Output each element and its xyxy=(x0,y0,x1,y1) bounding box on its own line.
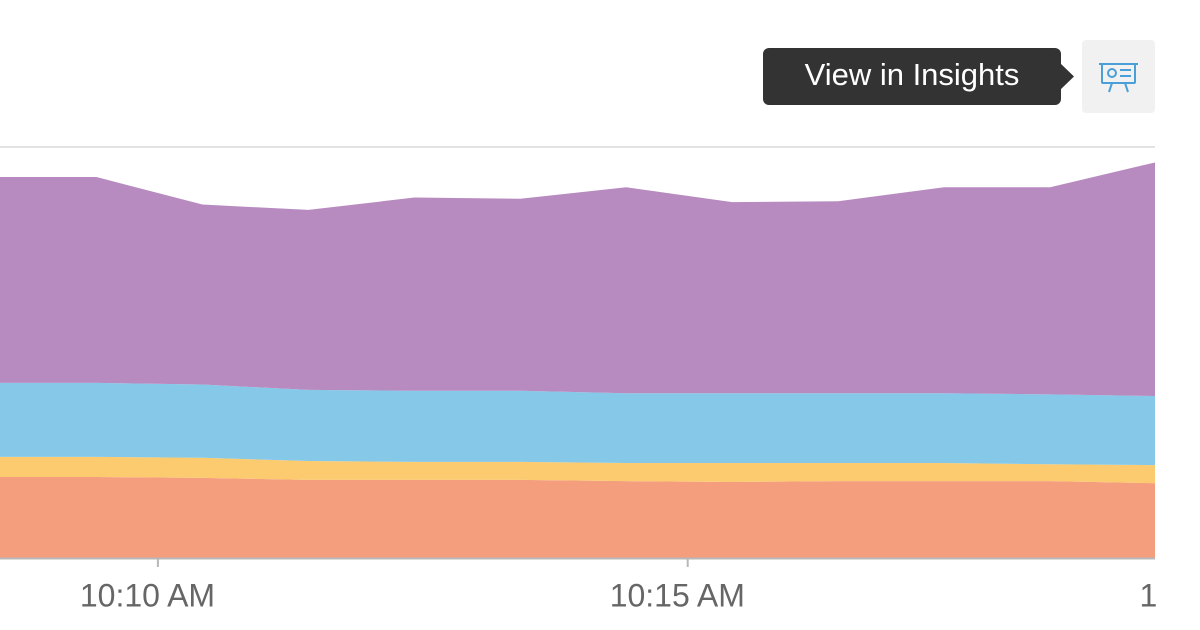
tooltip-arrow xyxy=(1060,63,1074,90)
areas xyxy=(0,162,1155,558)
area xyxy=(0,382,1155,466)
tooltip-text: View in Insights xyxy=(805,57,1020,92)
insights-button[interactable] xyxy=(1082,40,1155,113)
insights-icon xyxy=(1099,63,1138,93)
area xyxy=(0,456,1155,484)
x-tick-label: 10:15 AM xyxy=(610,577,745,613)
x-tick-label: 1 xyxy=(1140,577,1158,613)
tooltip: View in Insights xyxy=(763,48,1074,105)
tooltip-box xyxy=(763,48,1061,105)
area xyxy=(0,162,1155,397)
x-axis: 10:10 AM 10:15 AM 1 xyxy=(80,558,1158,613)
x-tick-label: 10:10 AM xyxy=(80,577,215,613)
button-bg[interactable] xyxy=(1082,40,1155,113)
area xyxy=(0,477,1155,558)
